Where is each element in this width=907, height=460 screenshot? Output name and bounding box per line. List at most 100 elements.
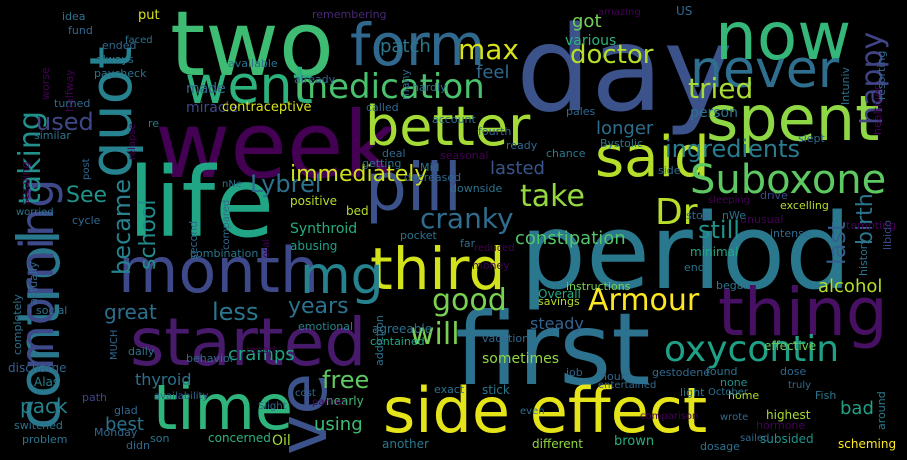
word-armour: Armour: [588, 283, 700, 318]
word-behavior: behavior: [186, 352, 235, 365]
word-dosage: dosage: [700, 440, 740, 453]
word-turned: turned: [54, 97, 91, 110]
word-remembering: remembering: [312, 8, 387, 21]
word-slept: slept: [798, 132, 825, 145]
word-made: made: [186, 81, 226, 97]
word-intense: intense: [770, 227, 811, 240]
word-overall: Overall: [538, 287, 581, 301]
word-third: third: [370, 235, 506, 303]
word-alcohol: alcohol: [818, 276, 883, 297]
word-bystolic: Bystolic: [600, 137, 643, 150]
word-bed: bed: [346, 204, 369, 218]
word-went: went: [185, 56, 313, 116]
word-day: day: [516, 0, 734, 138]
word-completely: completely: [11, 294, 24, 355]
word-deal: deal: [382, 147, 406, 160]
word-month: month: [118, 234, 320, 307]
word-cycle: cycle: [72, 214, 101, 227]
word-brown: brown: [614, 434, 655, 449]
word-fund: fund: [68, 24, 93, 37]
word-bad: bad: [840, 398, 874, 419]
word-relapse: relapse: [127, 123, 138, 160]
word-person: person: [690, 105, 738, 121]
word-monday: Monday: [94, 426, 138, 439]
word-tried: tried: [688, 72, 754, 105]
word-getting: getting: [362, 157, 402, 170]
word-contained: contained: [370, 335, 425, 348]
word-doctor: doctor: [570, 40, 654, 70]
word-availability: availability: [154, 391, 209, 402]
word-years: years: [288, 294, 349, 319]
word-history: history: [857, 238, 870, 276]
word-alas: Alas: [34, 375, 60, 389]
word-amazing: amazing: [598, 7, 641, 18]
word-account: account: [432, 113, 476, 126]
word-mg: mg: [300, 246, 384, 306]
word-nearly: nearly: [326, 394, 364, 408]
word-nwe: nWe: [722, 209, 746, 222]
word-synthroid: Synthroid: [290, 221, 358, 237]
word-savings: savings: [538, 295, 580, 308]
word-first: first: [455, 291, 651, 408]
word-longer: longer: [596, 118, 654, 139]
word-second: second: [187, 220, 200, 260]
word-reduced: reduced: [474, 243, 515, 254]
word-sometimes: sometimes: [482, 351, 560, 367]
word-cranky: cranky: [420, 202, 514, 235]
word-ended: ended: [102, 39, 137, 52]
word-decreased: decreased: [404, 171, 462, 184]
word-pales: pales: [566, 105, 596, 118]
word-effective: effective: [764, 339, 817, 353]
word-already: already: [294, 73, 336, 86]
word-used: used: [36, 108, 94, 136]
word-suboxone: Suboxone: [690, 157, 887, 203]
word-patch: patch: [380, 36, 431, 57]
word-pack: pack: [20, 394, 68, 418]
word-glad: glad: [114, 404, 138, 417]
word-excelling: excelling: [780, 199, 829, 212]
word-idea: idea: [62, 10, 86, 23]
word-truly: truly: [788, 380, 812, 391]
word-even: even: [520, 406, 545, 417]
word-switched: switched: [14, 419, 63, 432]
word-worse: worse: [39, 67, 52, 100]
word-pocket: pocket: [400, 229, 437, 242]
word-feel: feel: [476, 62, 510, 83]
word-oral: oral: [261, 238, 272, 258]
word-side: side: [658, 164, 681, 177]
word-re: re: [148, 117, 160, 130]
word-oxycontin: oxycontin: [664, 329, 840, 370]
word-worried: worried: [16, 207, 54, 218]
word-positive: positive: [290, 194, 338, 208]
word-slight: Slight: [258, 401, 287, 412]
word-abusing: abusing: [290, 239, 338, 253]
word-highest: highest: [766, 408, 811, 422]
word-social: social: [36, 304, 68, 317]
word-became: became: [108, 178, 136, 275]
word-resorting: resorting: [875, 50, 888, 100]
word-cramps: cramps: [228, 344, 295, 365]
word-wrote: wrote: [720, 412, 749, 423]
word-thing: thing: [718, 274, 888, 351]
word-similar: similar: [34, 129, 71, 142]
word-nne: nNe: [222, 179, 242, 190]
word-side-effect: side effect: [383, 374, 708, 447]
word-stick: stick: [482, 383, 510, 397]
word-different: different: [532, 437, 583, 451]
word-far: far: [460, 237, 476, 250]
word-called: called: [366, 101, 399, 114]
word-oil: Oil: [272, 433, 291, 449]
word-subsided: subsided: [760, 432, 814, 446]
word-thyroid: thyroid: [135, 370, 192, 389]
word-compared: compared: [221, 199, 232, 250]
word-entertained: entertained: [598, 380, 657, 391]
word-free: free: [322, 366, 370, 394]
word-form: form: [350, 11, 486, 79]
word-emotional: emotional: [298, 320, 354, 333]
word-lasted: lasted: [490, 158, 545, 179]
word-job: job: [566, 366, 583, 379]
word-vacation: vacation: [482, 332, 530, 345]
word-good: good: [432, 283, 507, 318]
word-son: son: [150, 432, 170, 445]
